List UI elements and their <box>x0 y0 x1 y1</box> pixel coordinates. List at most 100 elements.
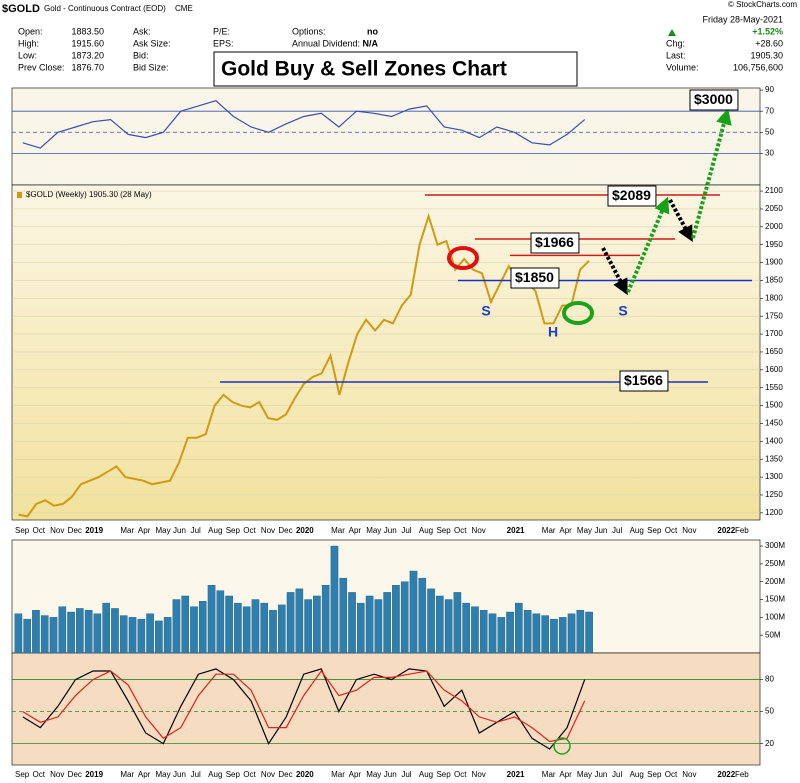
volume-bar <box>137 618 146 654</box>
field-label: Bid Size: <box>133 62 169 72</box>
volume-bar <box>558 617 567 654</box>
volume-bar <box>392 585 400 654</box>
x-tick-label: Oct <box>454 770 467 779</box>
field-label: Ask Size: <box>133 38 171 48</box>
x-tick-label: Apr <box>559 770 572 779</box>
y-tick-label: 1200 <box>765 508 783 517</box>
volume-bar <box>251 599 260 654</box>
y-tick-label: 150M <box>765 595 785 604</box>
y-tick-label: 1600 <box>765 365 783 374</box>
x-tick-label: Apr <box>138 770 151 779</box>
volume-bar <box>515 602 523 654</box>
x-tick-label: Nov <box>50 526 64 535</box>
x-tick-label: Mar <box>120 770 134 779</box>
x-tick-label: Aug <box>630 526 644 535</box>
volume-bar <box>295 588 304 654</box>
x-tick-label: Oct <box>665 526 678 535</box>
volume-bar <box>234 602 242 654</box>
volume-bar <box>269 610 277 654</box>
x-tick-label: Nov <box>261 526 275 535</box>
y-tick-label: 50 <box>765 707 774 716</box>
data-line <box>18 212 590 518</box>
x-tick-label: Oct <box>33 526 46 535</box>
data-line <box>22 669 586 743</box>
x-tick-label: 2019 <box>85 770 103 779</box>
y-tick-label: 250M <box>765 559 785 568</box>
x-tick-label: Sep <box>647 770 662 779</box>
x-tick-label: May <box>155 770 170 779</box>
y-tick-label: 30 <box>765 148 774 157</box>
x-tick-label: Oct <box>243 526 256 535</box>
y-tick-label: 1800 <box>765 293 783 302</box>
x-tick-label: Dec <box>278 526 292 535</box>
arrow-up <box>691 108 732 239</box>
volume-bar <box>444 599 453 654</box>
x-tick-label: Apr <box>138 526 151 535</box>
x-tick-label: Jun <box>173 526 186 535</box>
description: Gold - Continuous Contract (EOD) <box>44 4 166 13</box>
volume-bar <box>357 602 365 654</box>
x-tick-label: Aug <box>419 526 433 535</box>
arrow-up <box>626 196 670 293</box>
volume-bar <box>462 602 470 654</box>
volume-bar <box>330 545 339 654</box>
field-value: 1873.20 <box>71 50 104 60</box>
volume-bar <box>146 613 154 654</box>
y-tick-label: 90 <box>765 85 774 94</box>
x-tick-label: 2021 <box>507 526 525 535</box>
annotation: S <box>618 303 627 319</box>
volume-bar <box>76 608 84 654</box>
x-tick-label: 2020 <box>296 526 314 535</box>
data-line <box>22 100 586 149</box>
volume-bar <box>436 595 444 654</box>
x-tick-label: Jul <box>612 526 622 535</box>
x-tick-label: Sep <box>15 770 30 779</box>
x-tick-label: Jun <box>384 526 397 535</box>
price-panel <box>11 184 761 521</box>
field-value: 1883.50 <box>71 26 104 36</box>
field-value: N/A <box>363 38 379 48</box>
y-tick-label: 100M <box>765 612 785 621</box>
field-label: Low: <box>18 50 37 60</box>
x-tick-label: Sep <box>436 526 451 535</box>
y-tick-label: 2100 <box>765 186 783 195</box>
x-tick-label: Sep <box>647 526 662 535</box>
volume-bar <box>102 602 110 654</box>
volume-bar <box>567 613 576 654</box>
volume-bar <box>260 602 269 654</box>
field-value: no <box>367 26 378 36</box>
volume-bar <box>488 613 497 654</box>
volume-bar <box>348 592 356 654</box>
up-arrow <box>668 29 676 36</box>
annotation-box <box>689 89 739 111</box>
x-tick-label: Aug <box>630 770 644 779</box>
volume-bar <box>84 610 93 654</box>
x-tick-label: Mar <box>542 526 556 535</box>
x-tick-label: Dec <box>68 770 82 779</box>
y-tick-label: 300M <box>765 541 785 550</box>
volume-bar <box>40 615 49 654</box>
x-tick-label: Nov <box>682 526 696 535</box>
x-tick-label: Sep <box>226 770 241 779</box>
field-value: 1915.60 <box>71 38 104 48</box>
volume-bar <box>321 585 330 654</box>
x-tick-label: May <box>366 526 381 535</box>
x-tick-label: Mar <box>331 770 345 779</box>
volume-bar <box>339 577 348 654</box>
x-tick-label: Aug <box>208 770 222 779</box>
volume-bar <box>277 604 286 654</box>
x-tick-label: Jun <box>173 770 186 779</box>
volume-bar <box>453 592 462 654</box>
source: © StockCharts.com <box>728 0 797 9</box>
volume-bar <box>550 618 558 654</box>
x-tick-label: Jul <box>401 770 411 779</box>
volume-bar <box>479 610 488 654</box>
volume-bar <box>286 592 295 654</box>
data-line <box>22 668 586 750</box>
field-value: 106,756,600 <box>733 62 783 72</box>
y-tick-label: 1250 <box>765 490 783 499</box>
y-tick-label: 1350 <box>765 454 783 463</box>
volume-bar <box>418 577 427 654</box>
level-label-box <box>510 267 560 289</box>
field-label: Chg: <box>666 38 685 48</box>
